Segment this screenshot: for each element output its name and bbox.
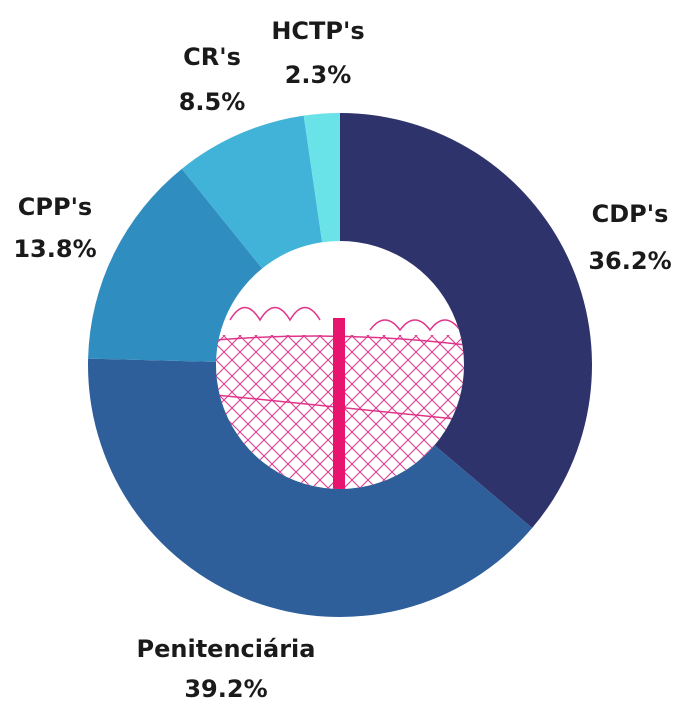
slice-label: CR's [183,43,241,71]
value-label: 39.2% [184,675,267,703]
page: {"chart_data": {"type": "pie", "donut": … [0,0,678,706]
value-label: 2.3% [285,61,352,89]
value-label: 13.8% [13,235,96,263]
slice-label: Penitenciária [137,635,316,663]
slice-label: CDP's [592,200,669,228]
value-label: 36.2% [588,247,671,275]
value-label: 8.5% [179,88,246,116]
slice-label: HCTP's [271,17,364,45]
chart: CDP's 36.2% Penitenciária 39.2% CPP's 13.8% CR… [0,0,678,706]
slice-label: CPP's [18,193,92,221]
